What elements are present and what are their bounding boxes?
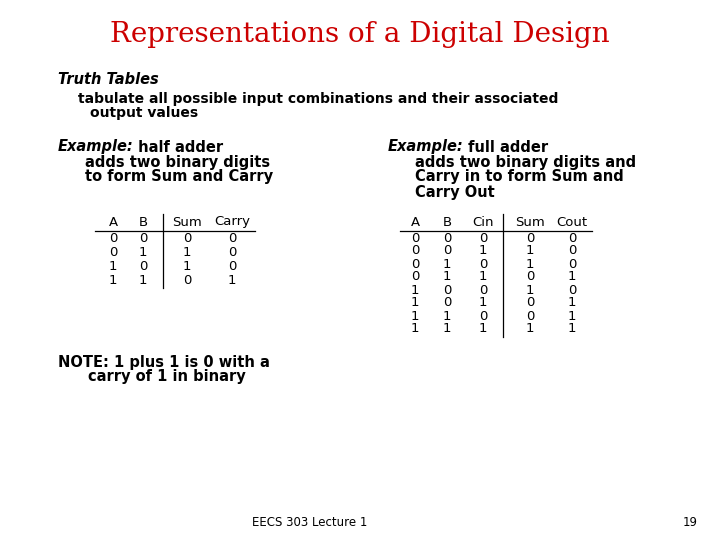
Text: 0: 0 — [228, 260, 236, 273]
Text: B: B — [442, 215, 451, 228]
Text: 0: 0 — [139, 232, 147, 245]
Text: adds two binary digits and: adds two binary digits and — [415, 154, 636, 170]
Text: 1: 1 — [479, 322, 487, 335]
Text: 1: 1 — [109, 260, 117, 273]
Text: 0: 0 — [526, 232, 534, 245]
Text: 0: 0 — [479, 232, 487, 245]
Text: 1: 1 — [410, 284, 419, 296]
Text: 0: 0 — [526, 271, 534, 284]
Text: 0: 0 — [568, 284, 576, 296]
Text: 0: 0 — [183, 232, 192, 245]
Text: 0: 0 — [526, 296, 534, 309]
Text: tabulate all possible input combinations and their associated: tabulate all possible input combinations… — [78, 92, 559, 106]
Text: 0: 0 — [228, 232, 236, 245]
Text: 1: 1 — [443, 309, 451, 322]
Text: 0: 0 — [411, 232, 419, 245]
Text: 1: 1 — [526, 322, 534, 335]
Text: Carry: Carry — [214, 215, 250, 228]
Text: 0: 0 — [568, 245, 576, 258]
Text: 1: 1 — [568, 309, 576, 322]
Text: 0: 0 — [526, 309, 534, 322]
Text: 0: 0 — [479, 258, 487, 271]
Text: Sum: Sum — [172, 215, 202, 228]
Text: 0: 0 — [109, 246, 117, 259]
Text: B: B — [138, 215, 148, 228]
Text: A: A — [410, 215, 420, 228]
Text: full adder: full adder — [463, 139, 548, 154]
Text: Carry in to form Sum and: Carry in to form Sum and — [415, 170, 624, 185]
Text: output values: output values — [90, 106, 198, 120]
Text: 1: 1 — [183, 246, 192, 259]
Text: 0: 0 — [568, 258, 576, 271]
Text: 1: 1 — [526, 258, 534, 271]
Text: Cin: Cin — [472, 215, 494, 228]
Text: Example:: Example: — [388, 139, 464, 154]
Text: 1: 1 — [139, 273, 148, 287]
Text: Example:: Example: — [58, 139, 134, 154]
Text: 1: 1 — [109, 273, 117, 287]
Text: Representations of a Digital Design: Representations of a Digital Design — [110, 22, 610, 49]
Text: 1: 1 — [443, 322, 451, 335]
Text: NOTE: 1 plus 1 is 0 with a: NOTE: 1 plus 1 is 0 with a — [58, 354, 270, 369]
Text: 0: 0 — [228, 246, 236, 259]
Text: Carry Out: Carry Out — [415, 185, 495, 199]
Text: 1: 1 — [479, 296, 487, 309]
Text: 0: 0 — [443, 284, 451, 296]
Text: EECS 303 Lecture 1: EECS 303 Lecture 1 — [252, 516, 368, 529]
Text: 1: 1 — [568, 322, 576, 335]
Text: 1: 1 — [410, 309, 419, 322]
Text: 0: 0 — [479, 309, 487, 322]
Text: 0: 0 — [411, 245, 419, 258]
Text: 0: 0 — [443, 245, 451, 258]
Text: 1: 1 — [479, 271, 487, 284]
Text: half adder: half adder — [133, 139, 223, 154]
Text: Cout: Cout — [557, 215, 588, 228]
Text: 0: 0 — [443, 296, 451, 309]
Text: 0: 0 — [109, 232, 117, 245]
Text: 1: 1 — [568, 271, 576, 284]
Text: 1: 1 — [443, 258, 451, 271]
Text: 1: 1 — [526, 284, 534, 296]
Text: 19: 19 — [683, 516, 698, 529]
Text: to form Sum and Carry: to form Sum and Carry — [85, 170, 273, 185]
Text: 0: 0 — [411, 258, 419, 271]
Text: Truth Tables: Truth Tables — [58, 72, 158, 87]
Text: 1: 1 — [479, 245, 487, 258]
Text: 0: 0 — [479, 284, 487, 296]
Text: 1: 1 — [526, 245, 534, 258]
Text: 1: 1 — [228, 273, 236, 287]
Text: 1: 1 — [183, 260, 192, 273]
Text: 0: 0 — [183, 273, 192, 287]
Text: 0: 0 — [139, 260, 147, 273]
Text: 1: 1 — [443, 271, 451, 284]
Text: 0: 0 — [568, 232, 576, 245]
Text: adds two binary digits: adds two binary digits — [85, 154, 270, 170]
Text: A: A — [109, 215, 117, 228]
Text: 1: 1 — [568, 296, 576, 309]
Text: Sum: Sum — [515, 215, 545, 228]
Text: 1: 1 — [410, 296, 419, 309]
Text: 0: 0 — [443, 232, 451, 245]
Text: 1: 1 — [410, 322, 419, 335]
Text: 1: 1 — [139, 246, 148, 259]
Text: 0: 0 — [411, 271, 419, 284]
Text: carry of 1 in binary: carry of 1 in binary — [88, 369, 246, 384]
